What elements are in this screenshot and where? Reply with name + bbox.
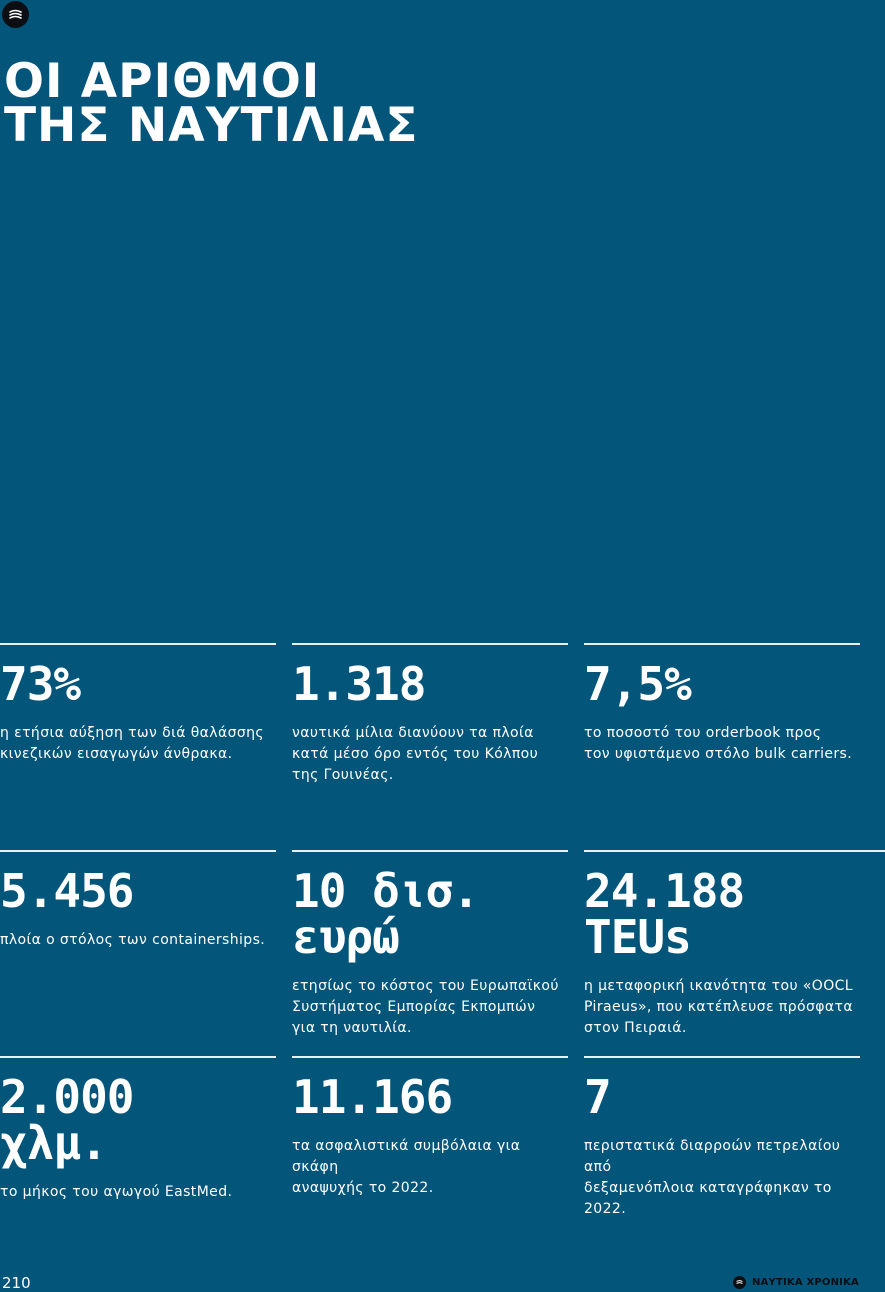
stat-description: τα ασφαλιστικά συμβόλαια για σκάφη αναψυ… — [292, 1136, 562, 1199]
brand-name: ΝΑΥΤΙΚΑ ΧΡΟΝΙΚΑ — [752, 1277, 859, 1288]
stat-description-line: για τη ναυτιλία. — [292, 1020, 412, 1036]
stat-description-line: το ποσοστό του orderbook προς — [584, 725, 822, 741]
stat-ets-cost: 10 δισ. ευρώ ετησίως το κόστος του Ευρωπ… — [292, 850, 568, 1039]
stat-description: η μεταφορική ικανότητα του «OOCL Piraeus… — [584, 976, 854, 1039]
wave-logo-icon — [733, 1276, 747, 1289]
stat-value-line: 73% — [0, 657, 81, 711]
stat-description-line: η ετήσια αύξηση των διά θαλάσσης — [0, 725, 265, 741]
stat-value: 7,5% — [584, 661, 860, 707]
stat-description-line: το μήκος του αγωγού EastMed. — [0, 1184, 233, 1200]
stat-value: 10 δισ. ευρώ — [292, 868, 568, 960]
stat-value: 24.188 TEUs — [584, 868, 885, 960]
stat-divider — [292, 1056, 568, 1058]
stat-value: 5.456 — [0, 868, 276, 914]
stat-orderbook: 7,5% το ποσοστό του orderbook προς τον υ… — [584, 643, 860, 765]
stat-value-line: 1.318 — [292, 657, 426, 711]
stat-divider — [584, 850, 885, 852]
stat-description: το μήκος του αγωγού EastMed. — [0, 1182, 270, 1203]
footer-brand: ΝΑΥΤΙΚΑ ΧΡΟΝΙΚΑ — [733, 1276, 859, 1289]
stat-description-line: η μεταφορική ικανότητα του «OOCL — [584, 978, 853, 994]
stat-description-line: στον Πειραιά. — [584, 1020, 687, 1036]
stat-divider — [584, 643, 860, 645]
stat-value-line: 10 δισ. — [292, 864, 480, 918]
stat-description-line: τα ασφαλιστικά συμβόλαια για σκάφη — [292, 1138, 521, 1175]
page-title-line2: ΤΗΣ ΝΑΥΤΙΛΙΑΣ — [4, 98, 419, 153]
stat-value-line: χλμ. — [0, 1116, 108, 1170]
stat-value: 7 — [584, 1074, 860, 1120]
stat-value: 73% — [0, 661, 276, 707]
stat-value-line: 7,5% — [584, 657, 692, 711]
stat-value-line: 11.166 — [292, 1070, 453, 1124]
stat-eastmed-length: 2.000 χλμ. το μήκος του αγωγού EastMed. — [0, 1056, 276, 1203]
stat-description-line: Piraeus», που κατέπλευσε πρόσφατα — [584, 999, 853, 1015]
wave-logo-icon — [2, 1, 29, 28]
stat-divider — [0, 1056, 276, 1058]
page-title-line1: ΟΙ ΑΡΙΘΜΟΙ — [4, 54, 321, 109]
stat-value-line: TEUs — [584, 910, 692, 964]
stat-divider — [584, 1056, 860, 1058]
stat-divider — [0, 643, 276, 645]
stat-description-line: Συστήματος Εμπορίας Εκπομπών — [292, 999, 536, 1015]
stat-value-line: 7 — [584, 1070, 612, 1124]
stat-description-line: περιστατικά διαρροών πετρελαίου από — [584, 1138, 841, 1175]
stat-description-line: κινεζικών εισαγωγών άνθρακα. — [0, 746, 233, 762]
stat-description: ναυτικά μίλια διανύουν τα πλοία κατά μέσ… — [292, 723, 562, 786]
stat-description-line: της Γουινέας. — [292, 767, 394, 783]
stat-description-line: ετησίως το κόστος του Ευρωπαϊκού — [292, 978, 559, 994]
stat-value-line: ευρώ — [292, 910, 400, 964]
stat-description-line: αναψυχής το 2022. — [292, 1180, 434, 1196]
stat-value: 1.318 — [292, 661, 568, 707]
page-number: 210 — [2, 1274, 31, 1292]
stat-oil-spills: 7 περιστατικά διαρροών πετρελαίου από δε… — [584, 1056, 860, 1220]
stat-divider — [0, 850, 276, 852]
stat-description: ετησίως το κόστος του Ευρωπαϊκού Συστήμα… — [292, 976, 562, 1039]
stat-divider — [292, 850, 568, 852]
stat-description-line: πλοία ο στόλος των containerships. — [0, 932, 266, 948]
stat-value-line: 24.188 — [584, 864, 745, 918]
stat-description-line: τον υφιστάμενο στόλο bulk carriers. — [584, 746, 853, 762]
stat-description: περιστατικά διαρροών πετρελαίου από δεξα… — [584, 1136, 854, 1220]
stat-oocl-capacity: 24.188 TEUs η μεταφορική ικανότητα του «… — [584, 850, 885, 1039]
stat-description-line: ναυτικά μίλια διανύουν τα πλοία — [292, 725, 534, 741]
stat-description-line: κατά μέσο όρο εντός του Κόλπου — [292, 746, 539, 762]
stat-description: πλοία ο στόλος των containerships. — [0, 930, 270, 951]
stat-containerships: 5.456 πλοία ο στόλος των containerships. — [0, 850, 276, 951]
stat-description-line: δεξαμενόπλοια καταγράφηκαν το 2022. — [584, 1180, 832, 1217]
stat-description: η ετήσια αύξηση των διά θαλάσσης κινεζικ… — [0, 723, 270, 765]
stat-nautical-miles: 1.318 ναυτικά μίλια διανύουν τα πλοία κα… — [292, 643, 568, 786]
stat-coal-imports: 73% η ετήσια αύξηση των διά θαλάσσης κιν… — [0, 643, 276, 765]
stat-description: το ποσοστό του orderbook προς τον υφιστά… — [584, 723, 854, 765]
stat-divider — [292, 643, 568, 645]
stat-insurance-contracts: 11.166 τα ασφαλιστικά συμβόλαια για σκάφ… — [292, 1056, 568, 1199]
stat-value: 2.000 χλμ. — [0, 1074, 276, 1166]
stat-value-line: 2.000 — [0, 1070, 134, 1124]
stat-value-line: 5.456 — [0, 864, 134, 918]
page-title: ΟΙ ΑΡΙΘΜΟΙ ΤΗΣ ΝΑΥΤΙΛΙΑΣ — [4, 54, 604, 153]
stat-value: 11.166 — [292, 1074, 568, 1120]
